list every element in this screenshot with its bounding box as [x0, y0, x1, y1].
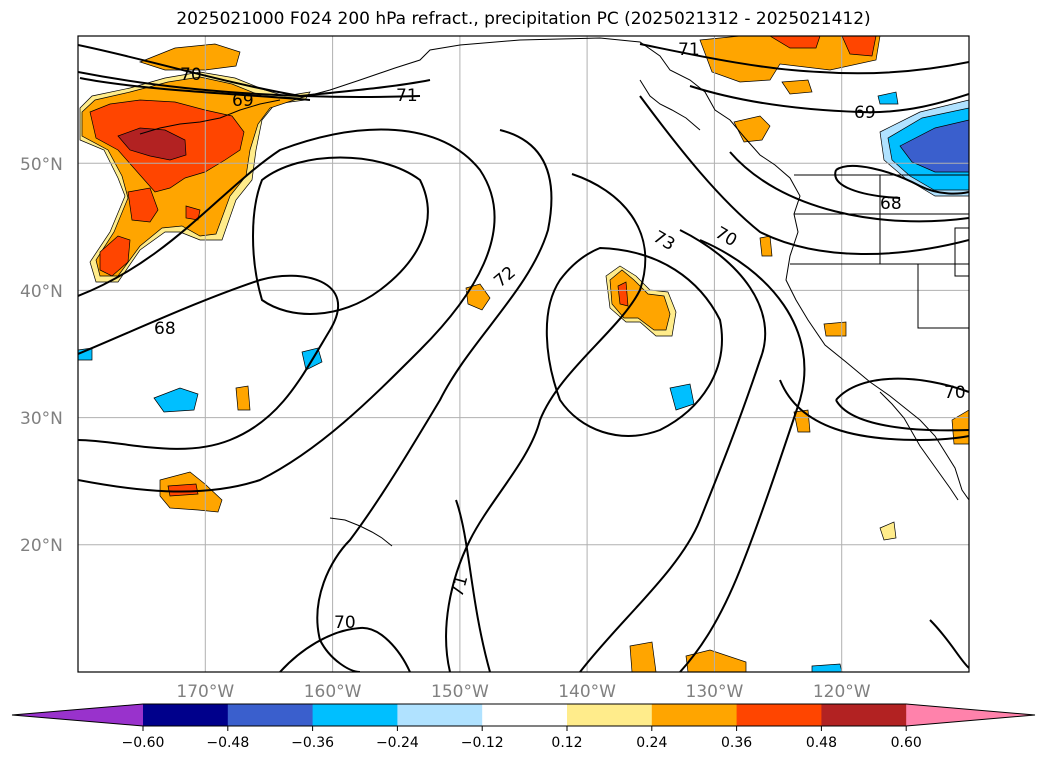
shade-small-3 — [235, 385, 251, 411]
shade-small-11 — [811, 663, 843, 672]
shade-neg-left — [78, 347, 93, 361]
contour-70-ne — [639, 95, 969, 256]
contour-69-north — [79, 77, 311, 101]
shade-nw-red4 — [185, 205, 201, 221]
colorbar-segment — [227, 704, 314, 726]
contour-70-se — [835, 377, 969, 432]
contour-east-inner — [579, 229, 767, 672]
shade-neg-small — [877, 91, 899, 105]
contour-68-west — [78, 274, 339, 450]
colorbar-segment — [143, 704, 229, 726]
shade-nw-red3 — [99, 235, 131, 277]
contours — [78, 43, 969, 672]
lat-label: 20°N — [20, 536, 63, 556]
lon-label: 170°W — [176, 682, 234, 702]
map-frame — [77, 35, 970, 673]
lat-label: 30°N — [20, 409, 63, 429]
contour-73 — [545, 246, 723, 437]
colorbar-segment — [651, 704, 738, 726]
colorbar-tick-label: −0.48 — [206, 735, 249, 751]
contour-70-south — [279, 626, 411, 672]
contour-69-ne — [689, 85, 969, 114]
contour-label: 68 — [154, 319, 176, 339]
aleutians — [139, 99, 281, 135]
shade-small-5 — [759, 235, 773, 257]
lon-label: 130°W — [686, 682, 744, 702]
colorbar-segment — [736, 704, 822, 726]
colorbar-segment — [397, 704, 483, 726]
contour-label: 68 — [880, 194, 902, 214]
shade-small-4 — [823, 321, 847, 337]
contour-label: 70 — [180, 65, 202, 85]
shade-nw-dark — [117, 127, 187, 161]
colorbar-segment — [312, 704, 398, 726]
shade-small-2r — [167, 483, 199, 497]
shade-ne-red2 — [841, 36, 877, 57]
page-title: 2025021000 F024 200 hPa refract., precip… — [176, 9, 871, 29]
lon-labels: 170°W 160°W 150°W 140°W 130°W 120°W — [176, 682, 870, 702]
colorbar-segment — [567, 704, 653, 726]
colorbar-extend-low — [12, 704, 143, 726]
contour-71-ne — [639, 43, 969, 75]
lon-label: 160°W — [304, 682, 362, 702]
colorbar-segment — [482, 704, 568, 726]
contour-71-mid — [316, 129, 553, 672]
colorbar-tick-label: −0.36 — [291, 735, 334, 751]
contour-label: 70 — [944, 383, 966, 403]
hawaii — [329, 517, 393, 547]
lat-label: 50°N — [20, 155, 63, 175]
shade-neg-mid3 — [669, 383, 695, 411]
shade-nw-red2 — [127, 187, 159, 223]
lat-label: 40°N — [20, 282, 63, 302]
contour-71-north — [78, 71, 421, 98]
lat-labels: 50°N 40°N 30°N 20°N — [20, 155, 63, 556]
colorbar: −0.60 −0.48 −0.36 −0.24 −0.12 0.12 0.24 0.36 0.4… — [11, 703, 1036, 751]
coast-gulf-alaska — [639, 79, 701, 131]
lon-label: 120°W — [813, 682, 871, 702]
shade-neg-mid1 — [153, 387, 199, 413]
contour-70-north — [78, 44, 431, 98]
shade-small-8 — [629, 641, 657, 672]
contour-label: 71 — [396, 86, 418, 106]
colorbar-extend-high — [906, 704, 1035, 726]
colorbar-segment — [821, 704, 907, 726]
colorbar-tick-label: 0.48 — [806, 735, 837, 751]
contour-71-south — [455, 499, 491, 672]
lon-label: 150°W — [431, 682, 489, 702]
shade-small-7 — [951, 409, 969, 445]
shade-ne-top — [699, 36, 881, 83]
contour-68-loop — [834, 165, 969, 199]
colorbar-tick-label: −0.60 — [122, 735, 165, 751]
map-area: 70 69 71 71 69 68 70 73 72 68 70 71 70 — [78, 36, 969, 672]
contour-72 — [445, 173, 647, 672]
colorbar-tick-label: 0.12 — [551, 735, 582, 751]
contour-68-ne — [729, 151, 969, 223]
contour-se-long — [779, 379, 969, 442]
shade-ne-small — [781, 79, 813, 95]
contour-70-west — [78, 128, 496, 493]
lon-label: 140°W — [558, 682, 616, 702]
contour-se-bottom — [929, 619, 969, 669]
contour-label: 70 — [334, 613, 356, 633]
contour-label: 71 — [678, 40, 700, 60]
contour-label: 69 — [854, 103, 876, 123]
colorbar-tick-label: 0.24 — [636, 735, 667, 751]
contour-east-outer — [679, 239, 806, 672]
colorbar-tick-label: 0.60 — [891, 735, 922, 751]
shade-topleft — [138, 43, 241, 71]
shade-small-10 — [879, 521, 897, 541]
colorbar-tick-label: −0.12 — [461, 735, 504, 751]
coast-baja — [879, 391, 959, 501]
gridlines — [78, 36, 969, 672]
colorbar-tick-label: −0.24 — [376, 735, 419, 751]
shade-ne-red — [769, 36, 821, 49]
contour-label: 69 — [232, 91, 254, 111]
shade-small-9 — [685, 649, 747, 672]
shade-neg-blue — [899, 119, 969, 173]
contour-west-loop — [252, 156, 429, 315]
coast-alaska-bc — [299, 37, 969, 501]
colorbar-tick-label: 0.36 — [721, 735, 752, 751]
shade-central-red — [617, 281, 629, 307]
